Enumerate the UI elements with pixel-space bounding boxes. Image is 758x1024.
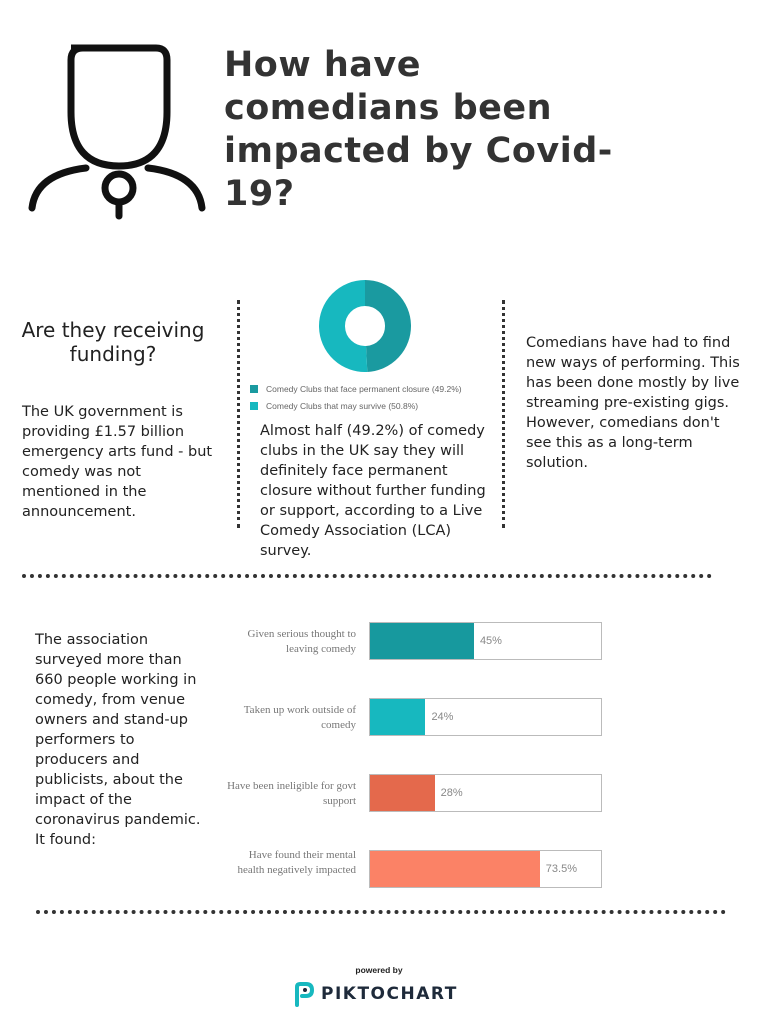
page-title: How have comedians been impacted by Covi… [224, 45, 613, 214]
horizontal-divider-top [22, 574, 712, 578]
bar-track-ineligible-support: 28% [369, 774, 602, 812]
donut-slice-closure [364, 280, 411, 372]
funding-heading: Are they receiving funding? [21, 318, 205, 366]
bar-value-work-outside: 24% [431, 711, 454, 723]
bar-label-work-outside: Taken up work outside of comedy [243, 704, 356, 731]
bar-work-outside [370, 699, 426, 735]
bar-label-ineligible-support: Have been ineligible for govt support [227, 780, 356, 807]
bar-label-thought-leaving: Given serious thought to leaving comedy [247, 628, 356, 655]
bar-track-mental-health: 73.5% [369, 850, 602, 888]
piktochart-wordmark: PIKTOCHART [321, 984, 458, 1004]
vertical-divider-right [502, 300, 505, 528]
donut-legend: Comedy Clubs that face permanent closure… [250, 382, 510, 416]
horizontal-divider-bottom [36, 910, 726, 914]
funding-text: The UK government is providing £1.57 bil… [22, 404, 213, 520]
bar-thought-leaving [370, 623, 474, 659]
legend-swatch-survive [250, 401, 258, 410]
bar-label-mental-health: Have found their mental health negativel… [237, 849, 356, 876]
closure-donut-chart [319, 280, 411, 372]
survey-text: The association surveyed more than 660 p… [35, 632, 201, 848]
piktochart-logo[interactable]: PIKTOCHART [293, 978, 458, 1010]
bar-mental-health [370, 851, 540, 887]
donut-slice-survive [319, 280, 368, 372]
legend-item-closure: Comedy Clubs that face permanent closure… [250, 382, 510, 395]
legend-item-survive: Comedy Clubs that may survive (50.8%) [250, 399, 510, 412]
closure-text: Almost half (49.2%) of comedy clubs in t… [260, 423, 486, 559]
vertical-divider-left [237, 300, 240, 528]
bar-track-thought-leaving: 45% [369, 622, 602, 660]
person-icon [28, 44, 206, 220]
performing-text: Comedians have had to find new ways of p… [526, 335, 740, 471]
bar-track-work-outside: 24% [369, 698, 602, 736]
powered-by-label: powered by [355, 965, 403, 975]
piktochart-logo-icon [295, 982, 315, 1007]
legend-label-closure: Comedy Clubs that face permanent closure… [266, 383, 462, 394]
bar-value-thought-leaving: 45% [479, 635, 502, 647]
legend-label-survive: Comedy Clubs that may survive (50.8%) [266, 400, 419, 411]
bar-ineligible-support [370, 775, 435, 811]
legend-swatch-closure [250, 384, 258, 393]
bar-value-ineligible-support: 28% [440, 787, 463, 799]
bar-value-mental-health: 73.5% [545, 863, 577, 875]
